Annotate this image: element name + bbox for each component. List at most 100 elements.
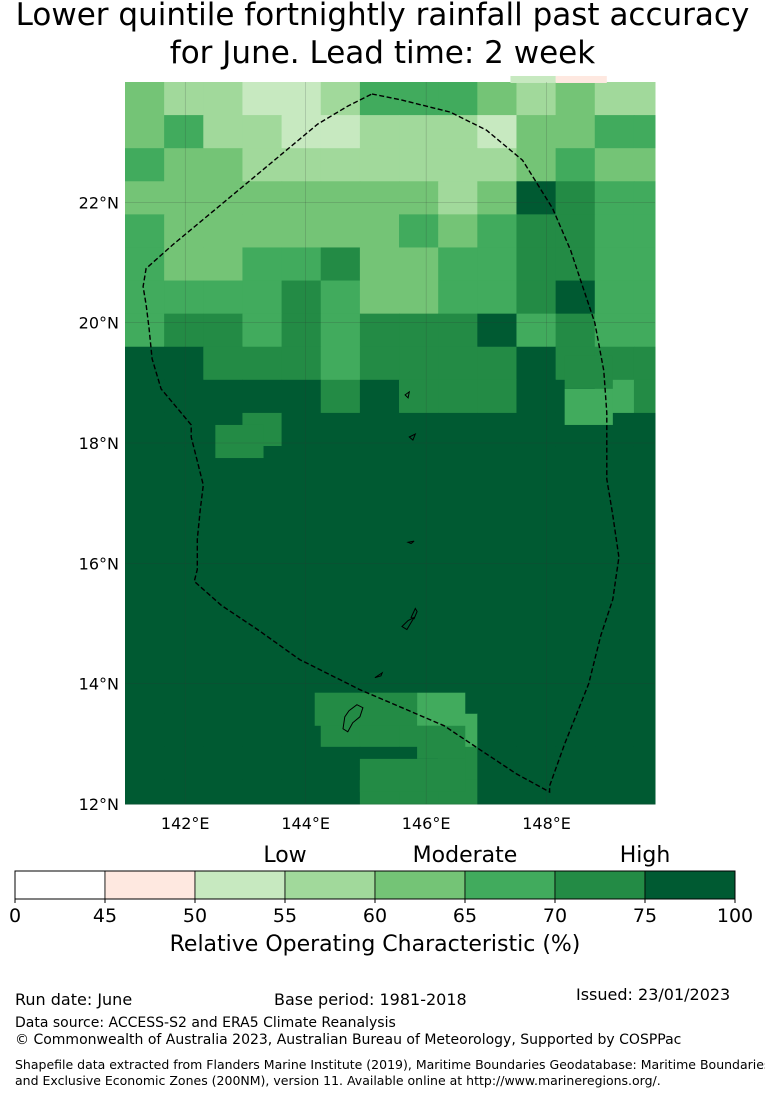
grid-cell xyxy=(281,346,322,381)
grid-cell xyxy=(242,82,283,116)
grid-cell xyxy=(164,713,204,748)
lat-tick-label: 16°N xyxy=(79,554,119,573)
lat-tick-label: 12°N xyxy=(79,795,119,814)
colorbar-category-low: Low xyxy=(263,843,307,868)
grid-cell xyxy=(477,412,517,447)
grid-cell xyxy=(477,148,517,182)
grid-cell xyxy=(438,214,478,248)
grid-cell xyxy=(281,148,322,182)
grid-cell xyxy=(477,746,517,781)
grid-cell xyxy=(125,280,165,315)
grid-cell xyxy=(320,280,361,315)
grid-cell xyxy=(125,148,165,182)
grid-cell xyxy=(477,346,517,381)
grid-cell xyxy=(555,75,607,83)
grid-cell xyxy=(594,115,635,149)
grid-cell xyxy=(320,412,361,447)
grid-cell xyxy=(164,379,204,414)
grid-cell xyxy=(203,779,243,805)
grid-cell xyxy=(320,746,361,781)
grid-cell xyxy=(359,82,400,116)
grid-cell xyxy=(125,779,165,805)
lat-tick-label: 22°N xyxy=(79,193,119,212)
colorbar-tick-label: 70 xyxy=(543,905,567,927)
grid-cell xyxy=(215,424,264,459)
colorbar-tick-label: 100 xyxy=(717,905,753,927)
grid-cell xyxy=(633,446,656,715)
grid-cell xyxy=(281,247,322,282)
grid-cell xyxy=(633,746,656,781)
grid-cell xyxy=(477,446,517,715)
grid-cell xyxy=(633,713,656,748)
lat-tick-label: 18°N xyxy=(79,434,119,453)
grid-cell xyxy=(164,779,204,805)
grid-cell xyxy=(477,214,517,248)
grid-cell xyxy=(203,713,243,748)
grid-cell xyxy=(203,115,243,149)
grid-cell xyxy=(125,412,165,447)
grid-cell xyxy=(125,214,165,248)
grid-cell xyxy=(516,148,557,182)
grid-cell xyxy=(555,746,596,781)
grid-cell xyxy=(242,313,283,348)
grid-cell xyxy=(555,779,596,805)
lat-tick-label: 20°N xyxy=(79,314,119,333)
grid-cell xyxy=(281,280,322,315)
grid-cell xyxy=(359,181,400,215)
eez-boundary-line xyxy=(142,93,620,794)
grid-cell xyxy=(633,115,656,149)
colorbar-tick-label: 0 xyxy=(9,905,21,927)
grid-cell xyxy=(320,446,361,715)
grid-cell xyxy=(164,346,204,381)
grid-cell xyxy=(359,280,400,315)
grid-cell xyxy=(164,313,204,348)
grid-cell xyxy=(242,115,283,149)
grid-cell xyxy=(125,446,165,715)
grid-cell xyxy=(320,313,361,348)
grid-cell xyxy=(564,388,613,425)
lon-tick-label: 148°E xyxy=(522,814,571,833)
island-outline xyxy=(406,540,415,545)
colorbar-category-high: High xyxy=(619,843,671,868)
island-outline xyxy=(408,432,417,441)
grid-cell xyxy=(203,746,243,781)
grid-cell xyxy=(633,779,656,805)
grid-cell xyxy=(359,214,400,248)
islands xyxy=(342,390,418,733)
run-date: Run date: June xyxy=(15,990,133,1009)
shapefile-credit-line-2: and Exclusive Economic Zones (200NM), ve… xyxy=(15,1073,661,1088)
grid-cell xyxy=(399,115,439,149)
grid-cell xyxy=(555,446,596,715)
grid-cell xyxy=(281,412,322,447)
lon-tick-label: 142°E xyxy=(161,814,210,833)
grid-cell xyxy=(125,82,165,116)
rainfall-accuracy-grid xyxy=(125,75,656,805)
copyright: © Commonwealth of Australia 2023, Austra… xyxy=(15,1032,682,1048)
grid-cell xyxy=(594,280,635,315)
grid-cell xyxy=(417,725,466,759)
grid-cell xyxy=(399,280,439,315)
grid-cell xyxy=(399,247,439,282)
grid-cell xyxy=(516,247,557,282)
grid-cell xyxy=(633,313,656,348)
grid-cell xyxy=(320,247,361,282)
grid-cell xyxy=(516,412,557,447)
grid-cell xyxy=(399,148,439,182)
grid-cell xyxy=(242,346,283,381)
grid-cell xyxy=(164,746,204,781)
grid-cell xyxy=(438,313,478,348)
grid-cell xyxy=(242,379,283,414)
grid-cell xyxy=(242,746,283,781)
grid-cell xyxy=(164,82,204,116)
grid-cell xyxy=(438,280,478,315)
grid-cell xyxy=(125,346,165,381)
grid-cell xyxy=(477,181,517,215)
grid-cell xyxy=(320,779,361,805)
grid-cell xyxy=(164,280,204,315)
title-line-1: Lower quintile fortnightly rainfall past… xyxy=(15,0,750,33)
grid-cell xyxy=(516,214,557,248)
grid-cell xyxy=(555,280,596,315)
grid-cell xyxy=(477,779,517,805)
grid-cell xyxy=(399,446,439,715)
grid-cell xyxy=(633,181,656,215)
